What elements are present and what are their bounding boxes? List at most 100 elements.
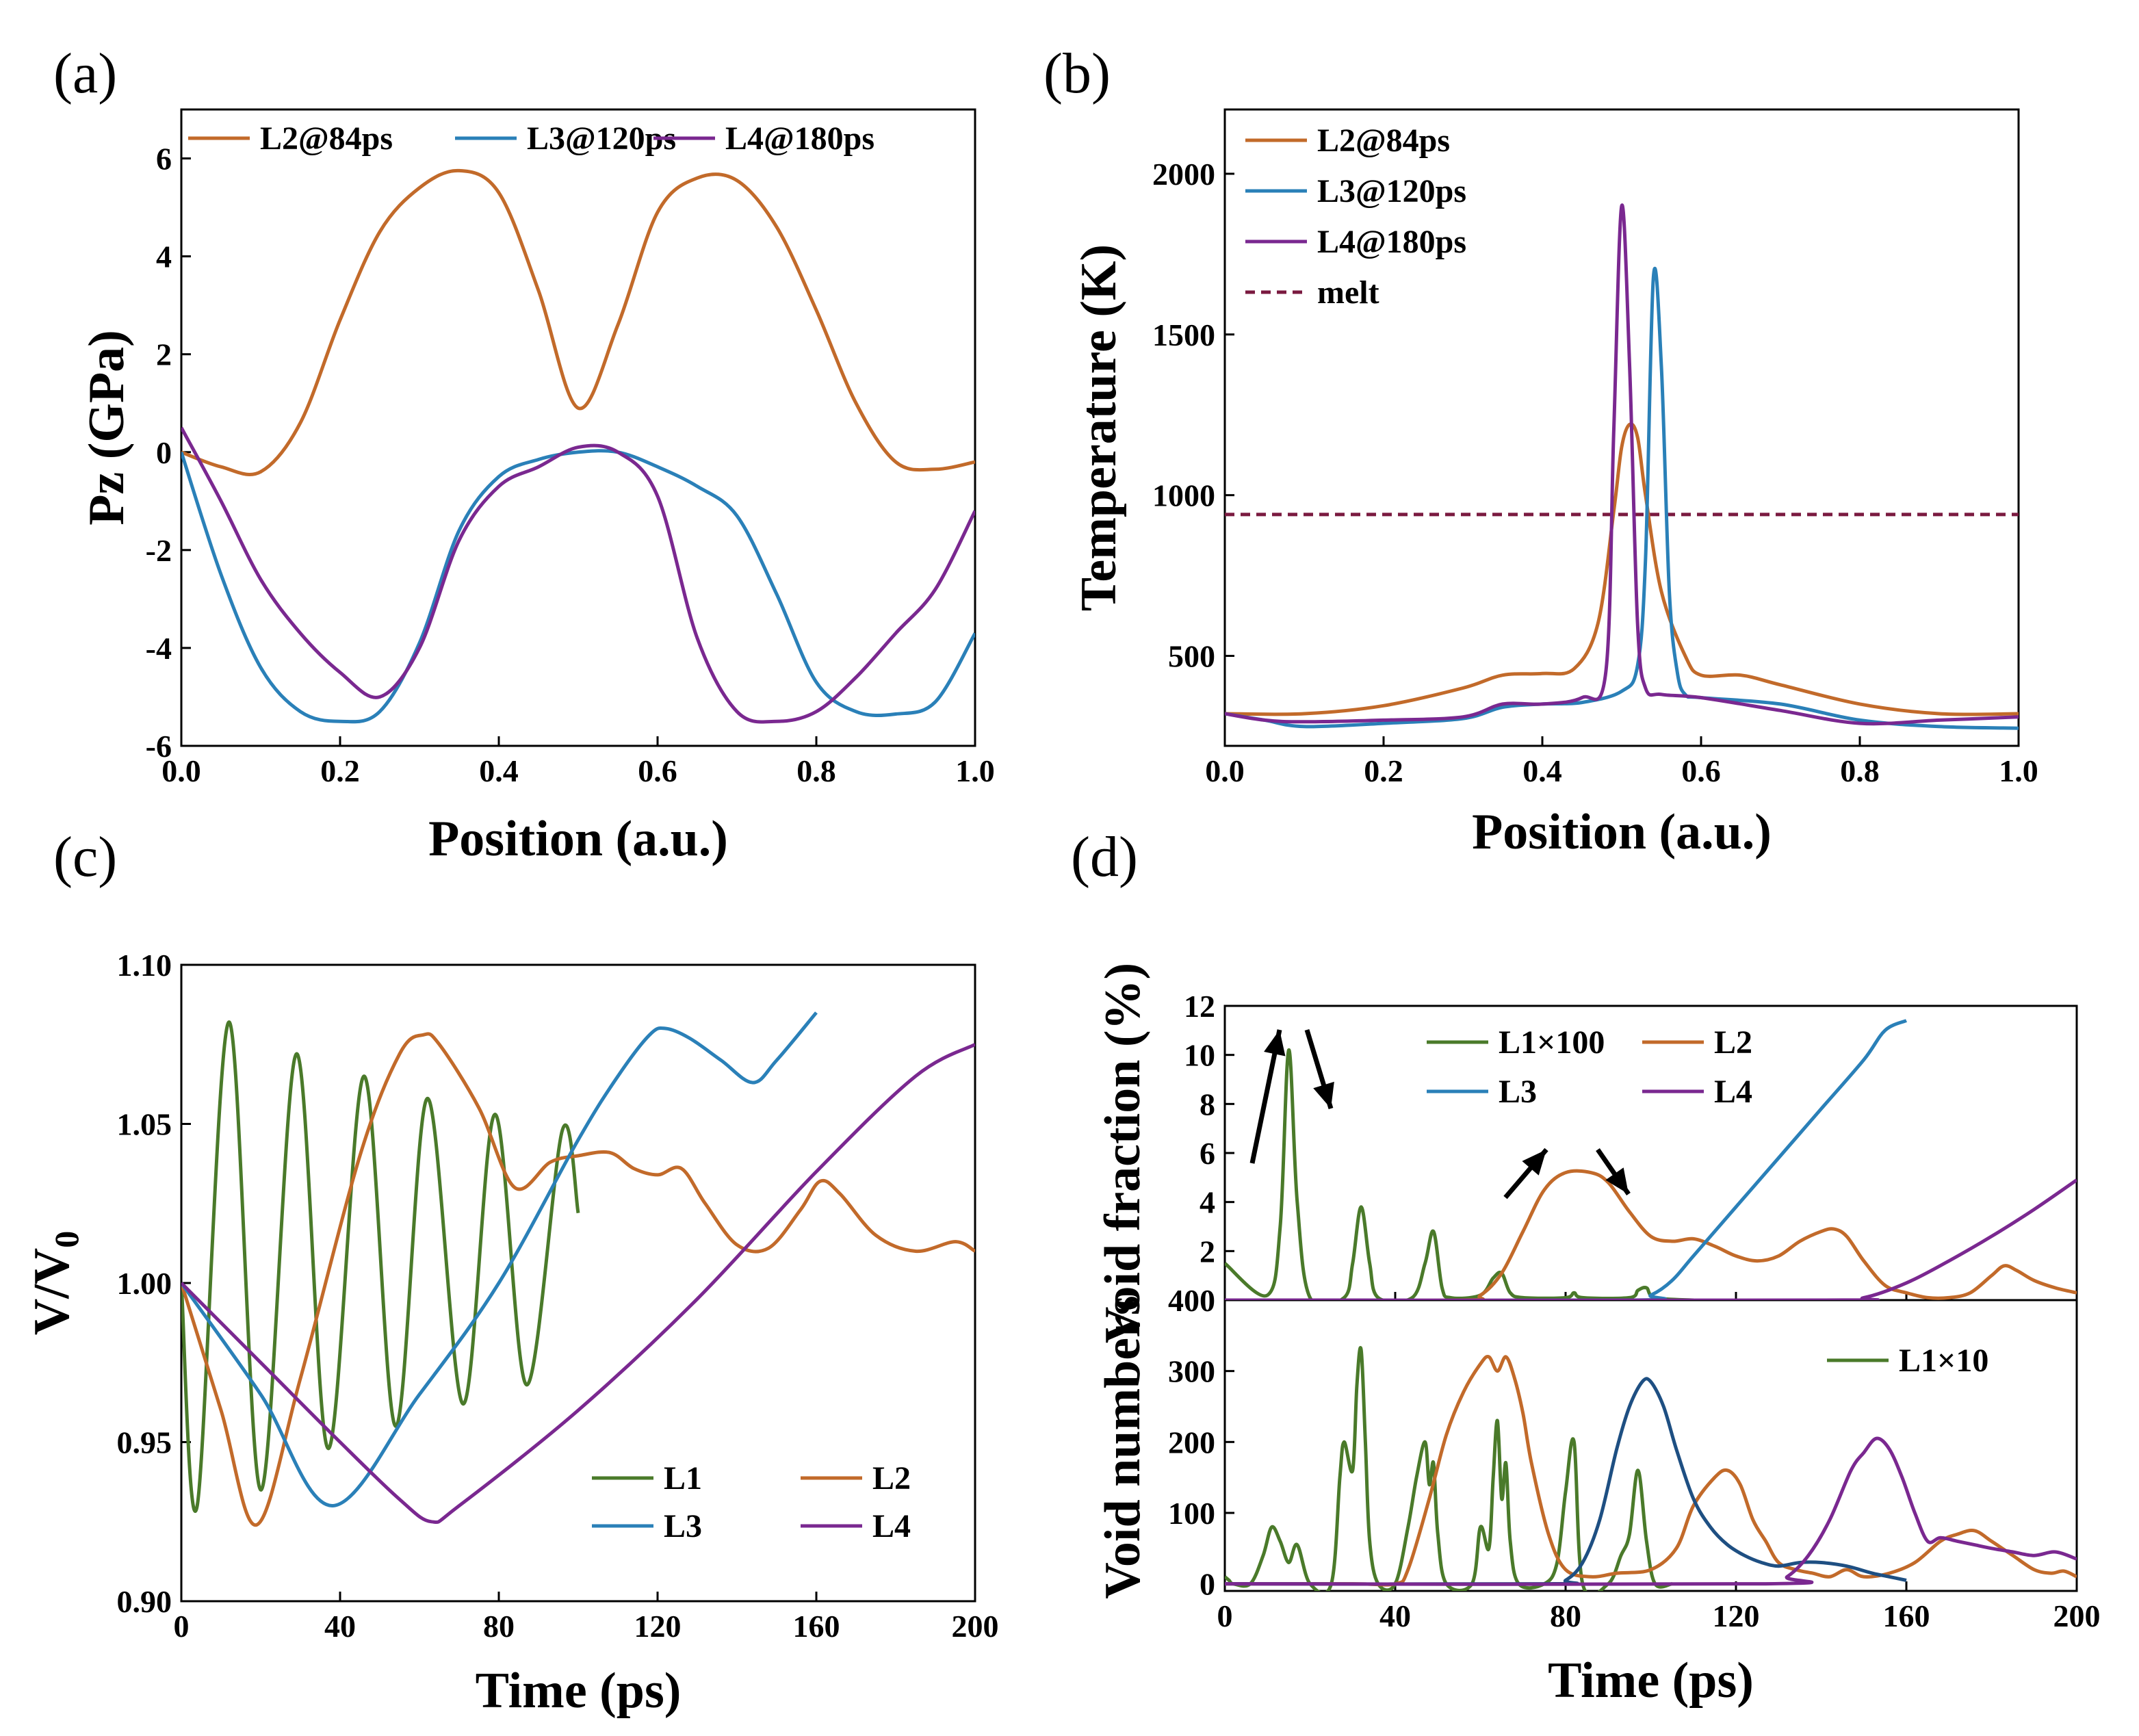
panel-a-xtick-label: 0.8 <box>796 753 836 788</box>
panel-b-legend-item-label: L3@120ps <box>1317 173 1466 209</box>
panel-d-bottom-ytick-label: 300 <box>1168 1354 1215 1389</box>
panel-c-ylabel: V/V0 <box>24 1231 86 1335</box>
panel-a-ytick-label: 2 <box>156 337 172 372</box>
panel-c-xlabel: Time (ps) <box>476 1663 682 1719</box>
panel-a-xtick-label: 0.2 <box>320 753 360 788</box>
panel-d-bottom-ylabel: Void numbers <box>1095 1295 1151 1598</box>
panel-a-series-L284ps <box>181 168 975 476</box>
panel-d-arrow-down-2-head <box>1605 1167 1629 1194</box>
panel-d-top-ytick-label: 10 <box>1184 1038 1215 1073</box>
panel-d-arrow-up-2-head <box>1522 1150 1546 1176</box>
panel-d-arrow-up-1-head <box>1264 1030 1286 1057</box>
panel-a-label: (a) <box>53 42 117 105</box>
panel-c-legend-item-label: L3 <box>664 1508 702 1544</box>
panel-b-xtick-label: 1.0 <box>1999 753 2038 788</box>
panel-a-ytick-label: -2 <box>146 533 172 568</box>
panel-b-ytick-label: 1000 <box>1152 478 1215 513</box>
panel-d-bottom-series-L3 <box>1225 1377 1907 1586</box>
panel-c-ytick-label: 0.90 <box>117 1584 172 1619</box>
panel-d-bottom-xtick-label: 40 <box>1379 1598 1411 1633</box>
panel-a-xtick-label: 1.0 <box>955 753 995 788</box>
panel-c-series-L1 <box>181 1020 580 1513</box>
panel-b-xtick-label: 0.2 <box>1364 753 1403 788</box>
panel-a-ytick-label: -6 <box>146 729 172 764</box>
panel-d-top-ytick-label: 6 <box>1200 1136 1215 1171</box>
panel-b-ytick-label: 500 <box>1168 638 1215 673</box>
panel-d-bottom-xtick-label: 0 <box>1217 1598 1233 1633</box>
panel-c-ytick-label: 1.05 <box>117 1107 172 1142</box>
panel-d-top-ytick-label: 2 <box>1200 1234 1215 1269</box>
panel-a-ytick-label: 4 <box>156 239 172 274</box>
panel-d-top-series-L1100 <box>1225 1048 1694 1300</box>
panel-d-top-legend-item-label: L4 <box>1714 1074 1752 1110</box>
panel-c-series-L2 <box>181 1032 975 1527</box>
panel-b-series-L4180ps <box>1225 203 2019 726</box>
panel-b-series-L3120ps <box>1225 266 2019 730</box>
panel-c-legend-item-label: L1 <box>664 1460 702 1497</box>
panel-b-chart: 0.0 0.2 0.4 0.6 0.8 1.0 500 1000 1500 2000 Positio… <box>1071 108 2038 860</box>
panel-b-frame <box>1223 108 2020 747</box>
panel-d-bottom-xtick-label: 200 <box>2053 1598 2101 1633</box>
panel-b-xlabel: Position (a.u.) <box>1472 804 1772 860</box>
panel-a-xtick-label: 0.6 <box>638 753 677 788</box>
panel-b-xtick-label: 0.8 <box>1840 753 1880 788</box>
panel-d-bottom-series-L4 <box>1225 1436 2077 1586</box>
panel-d-top-series-L4 <box>1225 1178 2077 1300</box>
panel-d-top-ylabel: Void fraction (%) <box>1095 963 1151 1343</box>
panel-c-series-L4 <box>181 1043 975 1525</box>
panel-d-top-ytick-label: 12 <box>1184 989 1215 1024</box>
panel-a-legend-item-label: L3@120ps <box>527 120 676 157</box>
panel-c-xtick-label: 0 <box>174 1609 190 1644</box>
panel-c-ytick-label: 1.00 <box>117 1266 172 1301</box>
panel-d-bottom-legend-item-label: L1×10 <box>1899 1343 1988 1379</box>
panel-c-xtick-label: 80 <box>483 1609 515 1644</box>
panel-a-xtick-label: 0.0 <box>161 753 201 788</box>
panel-b-series-L284ps <box>1225 422 2019 716</box>
panel-c-series-L3 <box>181 1011 818 1507</box>
panel-d-arrow-down-1-head <box>1313 1081 1334 1109</box>
panel-d-bottom-ytick-label: 0 <box>1200 1567 1215 1602</box>
panel-b-ylabel: Temperature (K) <box>1071 244 1127 611</box>
panel-d-top-legend-item-label: L2 <box>1714 1024 1752 1061</box>
panel-d-top-ytick-label: 4 <box>1200 1185 1215 1220</box>
panel-b-legend-item-label: L2@84ps <box>1317 122 1450 159</box>
panel-c-xtick-label: 160 <box>793 1609 840 1644</box>
panel-a-ytick-label: 0 <box>156 435 172 470</box>
panel-b-legend-item-label: L4@180ps <box>1317 224 1466 260</box>
panel-d-bottom-xtick-label: 80 <box>1550 1598 1581 1633</box>
panel-d-bottom-xtick-label: 120 <box>1713 1598 1760 1633</box>
panel-d-xlabel: Time (ps) <box>1548 1653 1754 1709</box>
panel-a-series-L3120ps <box>181 449 975 724</box>
panel-d-bottom-ytick-label: 400 <box>1168 1283 1215 1318</box>
panel-d-top-legend-item-label: L3 <box>1499 1074 1537 1110</box>
panel-a-ytick-label: -4 <box>146 631 172 666</box>
panel-a-xtick-label: 0.4 <box>479 753 519 788</box>
panel-a-legend-item-label: L2@84ps <box>260 120 393 157</box>
panel-b-xtick-label: 0.6 <box>1681 753 1721 788</box>
panel-c-label: (c) <box>53 825 117 889</box>
panel-d-top-legend-item-label: L1×100 <box>1499 1024 1605 1061</box>
panel-d-label: (d) <box>1071 825 1138 889</box>
panel-b-label: (b) <box>1043 42 1111 105</box>
panel-a-legend-item-label: L4@180ps <box>725 120 874 157</box>
panel-d-top-series-L2 <box>1225 1169 2077 1300</box>
panel-d-top-series-L3 <box>1225 1019 1908 1300</box>
panel-b-xtick-label: 0.4 <box>1522 753 1562 788</box>
panel-d-bottom-ytick-label: 100 <box>1168 1496 1215 1531</box>
panel-d-top-ytick-label: 8 <box>1200 1087 1215 1122</box>
panel-d-bottom-xtick-label: 160 <box>1883 1598 1930 1633</box>
panel-c-legend-item-label: L4 <box>872 1508 911 1544</box>
panel-b-legend-item-label: melt <box>1317 274 1379 311</box>
panel-c-ylabel-subscript: 0 <box>47 1231 86 1248</box>
panel-c-ytick-label: 1.10 <box>117 948 172 983</box>
panel-c-xtick-label: 200 <box>952 1609 999 1644</box>
panel-d-bottom-series-L110 <box>1225 1346 1673 1591</box>
panel-a-frame <box>180 108 976 747</box>
panel-d-bottom-ytick-label: 200 <box>1168 1425 1215 1460</box>
panel-b-ytick-label: 2000 <box>1152 157 1215 192</box>
panel-c-legend-item-label: L2 <box>872 1460 911 1497</box>
panel-c-ytick-label: 0.95 <box>117 1425 172 1460</box>
panel-a-ytick-label: 6 <box>156 142 172 177</box>
panel-a-xlabel: Position (a.u.) <box>428 811 728 867</box>
